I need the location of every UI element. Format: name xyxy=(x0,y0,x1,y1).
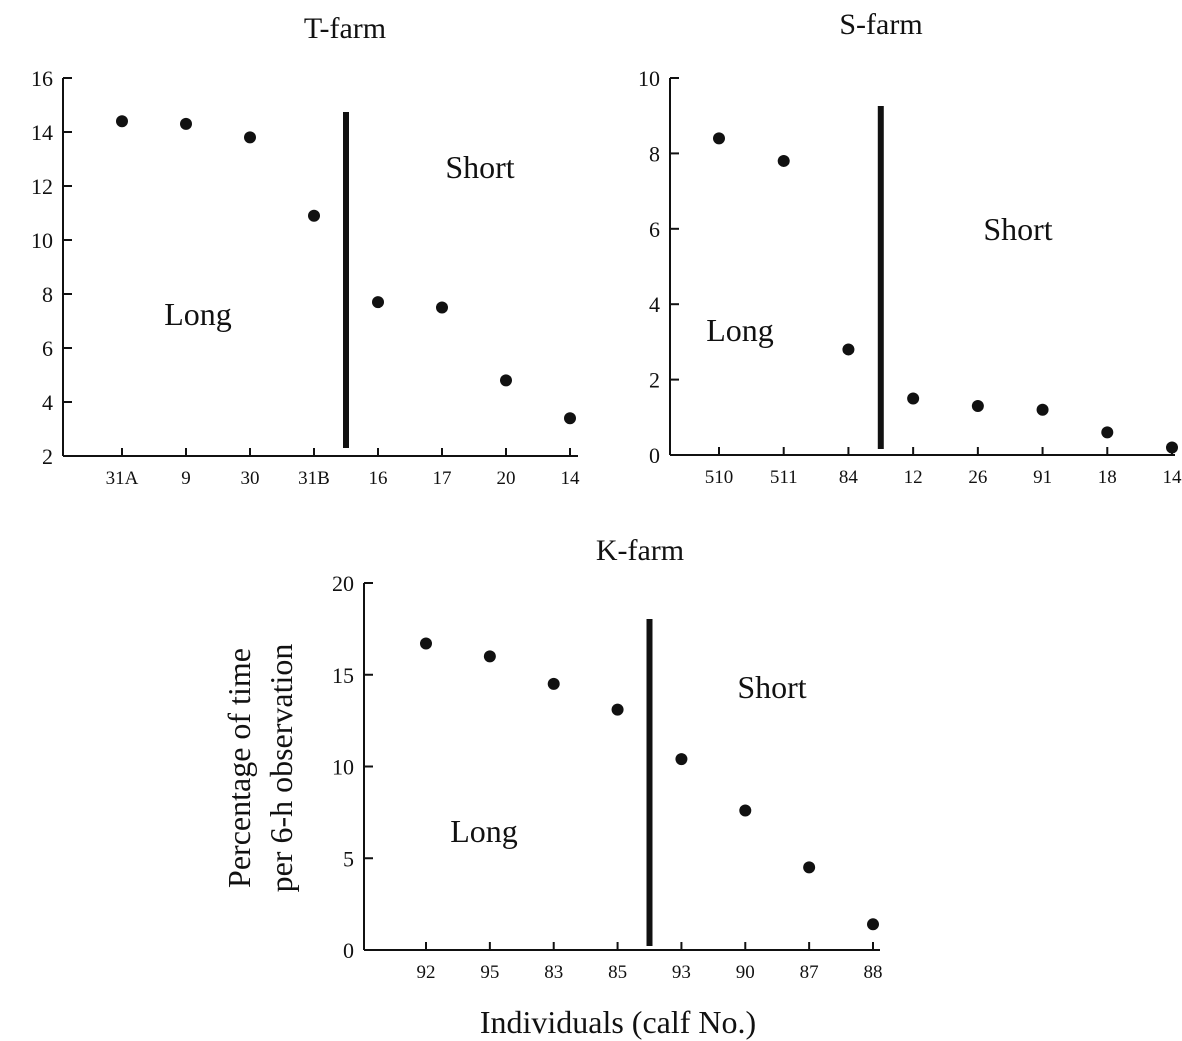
y-tick-label: 6 xyxy=(649,217,660,242)
data-point xyxy=(547,677,560,690)
data-point xyxy=(611,703,624,716)
region-label-short: Short xyxy=(737,669,806,705)
data-point xyxy=(180,117,192,130)
x-tick-label: 16 xyxy=(369,468,388,489)
y-axis-title-line-1: Percentage of time xyxy=(221,648,257,888)
data-point xyxy=(842,343,855,356)
data-point xyxy=(1166,441,1178,454)
y-tick-label: 0 xyxy=(343,938,354,963)
region-label-short: Short xyxy=(445,149,514,185)
x-tick-label: 30 xyxy=(241,468,260,489)
data-point xyxy=(739,804,752,817)
data-point xyxy=(372,296,384,309)
data-point xyxy=(436,301,448,314)
x-tick-label: 90 xyxy=(736,962,755,983)
x-tick-label: 93 xyxy=(672,962,691,983)
data-point xyxy=(420,637,432,650)
panel-title: S-farm xyxy=(839,8,922,41)
y-tick-label: 2 xyxy=(42,444,53,469)
data-point xyxy=(867,918,879,931)
y-tick-label: 0 xyxy=(649,443,660,468)
x-tick-label: 88 xyxy=(864,962,883,983)
data-point xyxy=(244,131,256,144)
k-farm-panel: K-farm 0 5 10 15 20 92 95 83 85 93 90 87 88 Long Short xyxy=(332,534,883,983)
y-tick-label: 10 xyxy=(31,228,53,253)
panel-title: K-farm xyxy=(596,534,684,567)
x-tick-label: 12 xyxy=(904,467,923,488)
x-tick-label: 31B xyxy=(298,468,330,489)
x-tick-label: 510 xyxy=(705,467,734,488)
x-tick-label: 91 xyxy=(1033,467,1052,488)
x-tick-label: 511 xyxy=(770,467,798,488)
data-point xyxy=(116,115,128,128)
y-tick-label: 12 xyxy=(31,174,53,199)
region-label-long: Long xyxy=(164,296,232,332)
x-tick-label: 14 xyxy=(1163,467,1182,488)
x-tick-label: 17 xyxy=(433,468,452,489)
data-point xyxy=(713,132,725,145)
x-axis-title: Individuals (calf No.) xyxy=(480,1004,756,1040)
data-point xyxy=(777,154,790,167)
data-point xyxy=(1101,426,1114,439)
s-farm-panel: S-farm 0 2 4 6 8 10 510 511 84 12 26 91 18 14 Long Short xyxy=(638,8,1182,488)
y-tick-label: 4 xyxy=(42,390,53,415)
data-point xyxy=(483,650,496,663)
x-tick-label: 95 xyxy=(480,962,499,983)
data-point xyxy=(500,374,512,387)
data-point xyxy=(308,209,320,222)
y-tick-label: 5 xyxy=(343,846,354,871)
data-point xyxy=(907,392,920,405)
panel-title: T-farm xyxy=(304,12,386,45)
x-tick-label: 14 xyxy=(561,468,581,489)
y-tick-label: 8 xyxy=(649,141,660,166)
data-point xyxy=(675,753,688,766)
data-point xyxy=(564,412,576,425)
x-tick-label: 85 xyxy=(608,962,627,983)
x-tick-label: 31A xyxy=(106,468,139,489)
data-point xyxy=(971,399,984,412)
data-point xyxy=(803,861,816,874)
y-tick-label: 2 xyxy=(649,368,660,393)
y-tick-label: 14 xyxy=(31,120,53,145)
y-tick-label: 4 xyxy=(649,292,660,317)
y-tick-label: 20 xyxy=(332,571,354,596)
y-tick-label: 15 xyxy=(332,663,354,688)
region-label-long: Long xyxy=(706,312,774,348)
region-label-long: Long xyxy=(450,813,518,849)
x-tick-label: 87 xyxy=(800,962,819,983)
y-tick-label: 8 xyxy=(42,282,53,307)
x-tick-label: 83 xyxy=(544,962,563,983)
y-tick-label: 16 xyxy=(31,66,53,91)
t-farm-panel: T-farm 2 4 6 8 10 12 14 16 31A 9 30 31B 16 17 20 14 Long S… xyxy=(31,12,580,489)
x-tick-label: 9 xyxy=(181,468,191,489)
x-tick-label: 20 xyxy=(497,468,516,489)
y-axis-title-line-2: per 6-h observation xyxy=(263,644,299,893)
x-tick-label: 92 xyxy=(417,962,436,983)
data-point xyxy=(1036,403,1049,416)
x-tick-label: 26 xyxy=(968,467,987,488)
y-tick-label: 10 xyxy=(332,755,354,780)
y-tick-label: 10 xyxy=(638,66,660,91)
y-tick-label: 6 xyxy=(42,336,53,361)
x-tick-label: 18 xyxy=(1098,467,1117,488)
x-tick-label: 84 xyxy=(839,467,859,488)
region-label-short: Short xyxy=(983,211,1052,247)
